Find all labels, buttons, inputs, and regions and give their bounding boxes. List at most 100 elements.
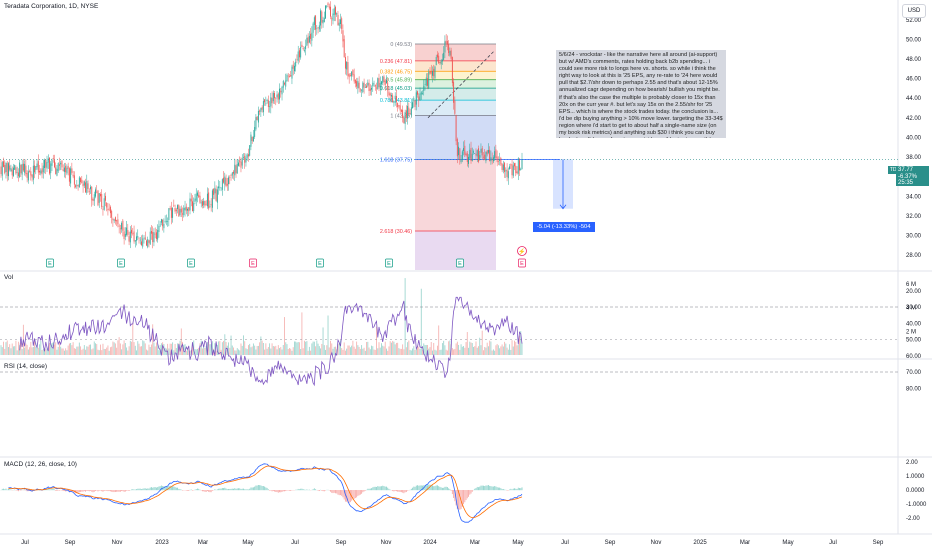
candle-body	[170, 208, 171, 209]
macd-histogram-bar	[280, 490, 281, 492]
candle-body	[234, 165, 235, 176]
macd-histogram-bar	[79, 490, 80, 492]
candle-body	[238, 163, 239, 166]
macd-histogram-bar	[93, 490, 94, 492]
candle-body	[315, 16, 316, 30]
volume-bar	[476, 341, 477, 355]
candle-body	[385, 81, 386, 85]
volume-bar	[127, 351, 128, 355]
candle-body	[355, 80, 356, 83]
macd-histogram-bar	[242, 489, 243, 490]
idea-note[interactable]: 5/6/24 - vrockstar - like the narrative …	[556, 50, 726, 138]
volume-bar	[462, 347, 463, 355]
macd-histogram-bar	[121, 490, 122, 491]
volume-bar	[483, 350, 484, 355]
candle-body	[503, 165, 504, 171]
macd-title: MACD (12, 26, close, 10)	[4, 461, 77, 468]
macd-histogram-bar	[257, 485, 258, 490]
candle-body	[417, 91, 418, 94]
macd-histogram-bar	[91, 490, 92, 492]
macd-histogram-bar	[119, 490, 120, 492]
macd-histogram-bar	[405, 490, 406, 492]
volume-bar	[310, 351, 311, 355]
candle-body	[293, 65, 294, 69]
volume-bar	[463, 346, 464, 355]
macd-histogram-bar	[463, 490, 464, 504]
candle-body	[352, 70, 353, 75]
macd-histogram-bar	[400, 490, 401, 492]
macd-histogram-bar	[296, 490, 297, 491]
volume-bar	[6, 342, 7, 355]
volume-bar	[49, 343, 50, 355]
currency-button[interactable]: USD	[902, 4, 926, 18]
volume-bar	[134, 342, 135, 355]
volume-bar	[244, 341, 245, 355]
rsi-tick-label: 20.00	[906, 289, 922, 295]
volume-bar	[107, 345, 108, 355]
volume-bar	[355, 349, 356, 355]
candle-body	[54, 160, 55, 167]
candle-body	[431, 71, 432, 74]
macd-histogram-bar	[175, 487, 176, 490]
macd-histogram-bar	[303, 489, 304, 490]
macd-histogram-bar	[355, 490, 356, 498]
volume-bar	[482, 331, 483, 355]
macd-histogram-bar	[63, 490, 64, 491]
macd-histogram-bar	[478, 487, 479, 490]
macd-histogram-bar	[64, 490, 65, 491]
candle-body	[8, 163, 9, 176]
candle-body	[402, 110, 403, 118]
candle-body	[379, 78, 380, 87]
candle-body	[223, 178, 224, 183]
volume-bar	[166, 349, 167, 355]
candle-body	[7, 163, 8, 176]
macd-histogram-bar	[267, 488, 268, 490]
volume-bar	[371, 346, 372, 355]
candle-body	[389, 92, 390, 96]
volume-bar	[436, 350, 437, 355]
candle-body	[335, 7, 336, 15]
candle-body	[268, 100, 269, 107]
candle-body	[255, 117, 256, 129]
volume-bar	[512, 340, 513, 355]
volume-bar	[513, 346, 514, 355]
volume-bar	[103, 344, 104, 355]
candle-body	[374, 84, 375, 85]
volume-bar	[1, 345, 2, 355]
candle-body	[292, 67, 293, 79]
macd-histogram-bar	[172, 486, 173, 490]
macd-histogram-bar	[282, 490, 283, 492]
candle-body	[203, 201, 204, 205]
volume-bar	[509, 344, 510, 355]
candle-body	[177, 205, 178, 209]
candle-body	[425, 84, 426, 85]
macd-histogram-bar	[107, 490, 108, 491]
macd-histogram-bar	[124, 490, 125, 492]
macd-histogram-bar	[156, 488, 157, 491]
volume-bar	[39, 344, 40, 355]
price-tick-label: 38.00	[906, 155, 922, 161]
candle-body	[32, 175, 33, 178]
volume-bar	[151, 345, 152, 355]
candle-body	[346, 62, 347, 69]
volume-bar	[288, 349, 289, 355]
volume-bar	[301, 312, 302, 355]
candle-body	[25, 166, 26, 175]
macd-histogram-bar	[141, 489, 142, 490]
volume-bar	[3, 342, 4, 355]
volume-bar	[243, 335, 244, 355]
candle-body	[79, 177, 80, 187]
macd-histogram-bar	[270, 490, 271, 491]
macd-histogram-bar	[202, 490, 203, 491]
candle-body	[75, 185, 76, 187]
macd-histogram-bar	[233, 489, 234, 490]
macd-histogram-bar	[443, 488, 444, 490]
macd-histogram-bar	[314, 488, 315, 490]
candle-body	[30, 171, 31, 175]
macd-histogram-bar	[85, 490, 86, 492]
macd-histogram-bar	[173, 486, 174, 490]
candle-body	[461, 160, 462, 163]
volume-bar	[158, 350, 159, 355]
macd-histogram-bar	[318, 490, 319, 491]
volume-bar	[326, 345, 327, 355]
